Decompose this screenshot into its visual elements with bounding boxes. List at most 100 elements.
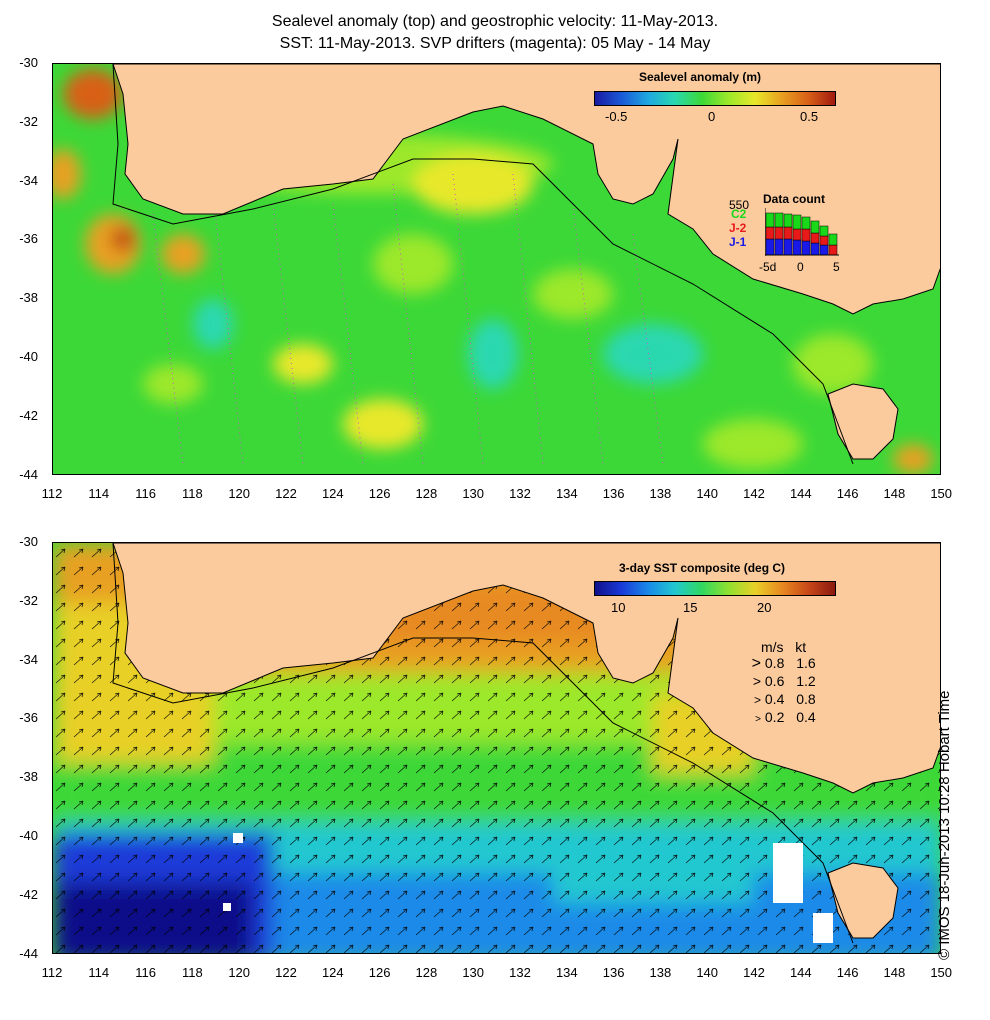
top-lat-label: -40 [19,349,38,364]
top-lon-label: 150 [930,486,953,501]
bottom-lon-label: 142 [743,965,765,980]
sst-shelf-contour [112,543,854,944]
top-lat-label: -42 [19,407,38,423]
data-count-bar [774,238,784,256]
data-count-tick-0: 0 [797,260,804,274]
top-lat-label: -30 [19,55,38,70]
bottom-lon-label: 120 [228,965,251,980]
top-lon-label: 124 [321,486,344,501]
continental-shelf-contour [112,64,854,465]
sla-tick-zero: 0 [708,109,716,124]
velocity-scale-row: > 0.8 1.6 [741,655,816,673]
top-lat-label: -44 [19,466,38,482]
bottom-lon-label: 126 [368,965,391,980]
drifter-tracks [152,173,664,465]
bottom-lon-label: 134 [555,965,578,980]
sst-tasmania-land [827,862,899,939]
bottom-lat-label: -30 [19,534,38,549]
sst-map: 3-day SST composite (deg C) 10 15 20 m/s… [52,542,941,954]
data-count-j2: J-2 [729,221,747,235]
data-count-bar [774,226,784,240]
sst-colorbar [594,581,836,596]
top-lon-label: 112 [41,486,63,501]
sst-colorbar-title: 3-day SST composite (deg C) [619,561,786,575]
top-lat-label: -36 [19,231,38,247]
velocity-arrow-icon: > [751,655,761,672]
velocity-scale-kt: 1.2 [796,673,816,689]
data-count-bar [783,213,793,228]
top-lon-label: 144 [789,486,812,501]
top-lon-label: 120 [228,486,251,501]
velocity-arrow-icon: > [753,693,761,707]
bottom-lon-label: 122 [275,965,297,980]
bottom-lon-label: 146 [836,965,859,980]
velocity-scale-ms: 0.4 [761,691,789,707]
sst-australia-land [112,543,940,794]
bottom-lat-label: -42 [19,886,38,902]
sla-colorbar [594,91,836,106]
sla-tick-pos: 0.5 [800,109,819,124]
bottom-lon-label: 114 [88,965,110,980]
top-lon-label: 136 [602,486,625,501]
top-lon-label: 122 [275,486,297,501]
top-lon-label: 116 [135,486,156,501]
data-count-bar [774,212,784,228]
title-line-2: SST: 11-May-2013. SVP drifters (magenta)… [279,35,711,52]
sla-tick-neg: -0.5 [605,109,628,124]
velocity-scale-header: m/s kt [761,639,806,655]
sst-map-svg [53,543,940,953]
top-lon-label: 140 [696,486,719,501]
data-count-j1: J-1 [729,235,747,249]
velocity-scale-ms: 0.6 [761,673,789,689]
velocity-scale-kt: 1.6 [796,655,816,671]
bottom-lon-label: 136 [602,965,625,980]
velocity-scale-ms: 0.8 [761,655,789,671]
data-count-bar [819,235,829,246]
data-count-bar [819,225,829,237]
data-count-bar [810,220,820,234]
bottom-lon-label: 124 [321,965,344,980]
velocity-scale-kt-header: kt [795,639,807,655]
sealevel-anomaly-map: Sealevel anomaly (m) -0.5 0 0.5 Data cou… [52,63,941,475]
data-count-tick-m5: -5d [759,260,777,274]
data-count-bar [828,244,838,256]
top-lon-label: 114 [88,486,110,501]
bottom-lon-label: 118 [182,965,203,980]
bottom-lon-label: 116 [135,965,156,980]
velocity-scale-ms: 0.2 [761,709,789,725]
data-count-bar [765,238,775,256]
data-count-bar [819,244,829,256]
top-lat-label: -38 [19,290,38,306]
data-count-max: 550 [729,198,750,212]
top-lat-label: -32 [19,113,38,129]
sla-colorbar-title: Sealevel anomaly (m) [639,70,762,84]
top-lon-label: 132 [509,486,531,501]
bottom-lon-label: 150 [930,965,953,980]
bottom-lon-label: 132 [509,965,531,980]
bottom-lon-label: 140 [696,965,719,980]
data-count-bar [828,233,838,246]
sst-tick-20: 20 [757,600,772,615]
data-count-bar [783,226,793,240]
cloud-gaps [223,833,833,943]
velocity-scale-row: > 0.2 0.4 [741,709,816,725]
data-count-tick-5: 5 [833,260,840,274]
sst-tick-10: 10 [611,600,626,615]
bottom-lon-label: 138 [649,965,672,980]
top-lon-label: 128 [415,486,438,501]
top-lat-label: -34 [19,172,38,188]
data-count-bar [783,238,793,256]
bottom-lat-label: -36 [19,710,38,726]
data-count-bar [810,232,820,244]
bottom-lat-label: -34 [19,651,38,667]
data-count-histogram [765,208,839,256]
data-count-bar [792,214,802,230]
australia-land [112,64,940,315]
data-count-title: Data count [763,192,826,206]
velocity-scale-kt: 0.8 [796,691,816,707]
sst-tick-15: 15 [683,600,698,615]
velocity-arrow-icon: > [752,673,761,689]
bottom-lon-label: 128 [415,965,438,980]
top-lon-label: 142 [743,486,765,501]
copyright-notice: © IMOS 18-Jun-2013 10:28 Hobart Time [936,690,953,960]
